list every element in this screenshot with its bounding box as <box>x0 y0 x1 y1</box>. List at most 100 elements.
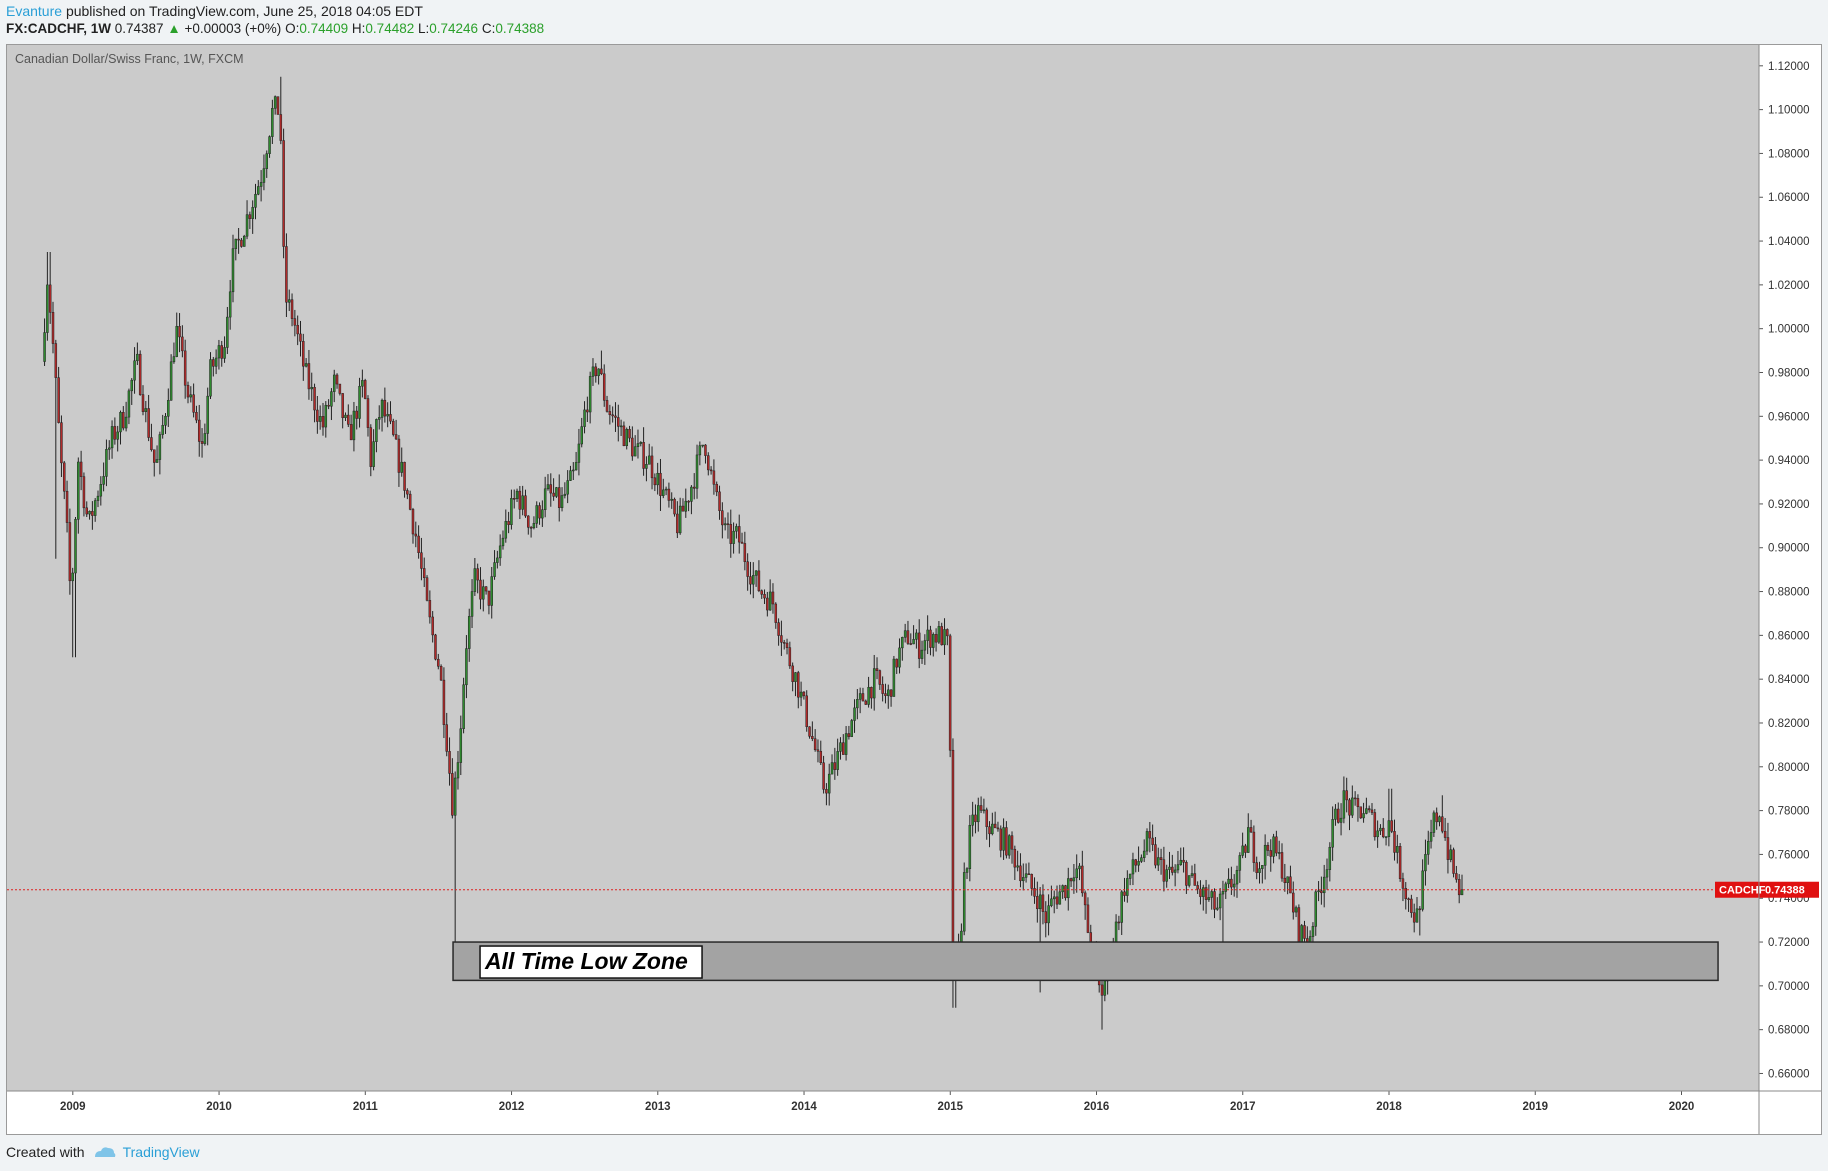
candle-body <box>521 495 524 510</box>
y-tick-label: 1.00000 <box>1768 324 1810 336</box>
candle-body <box>1213 891 1216 910</box>
candle-body <box>836 751 839 770</box>
close-label: C: <box>481 21 496 36</box>
candle-body <box>1199 888 1202 897</box>
candle-body <box>1044 911 1048 924</box>
candle-body <box>414 533 418 537</box>
candle-body <box>448 751 451 774</box>
candle-body <box>704 444 707 456</box>
candle-body <box>1441 816 1444 832</box>
candle-body <box>1263 844 1267 866</box>
price-chart[interactable]: Canadian Dollar/Swiss Franc, 1W, FXCM 20… <box>7 45 1821 1134</box>
candle-body <box>1283 877 1287 883</box>
candle-body <box>1126 878 1129 896</box>
candle-body <box>527 515 530 528</box>
x-tick-label: 2017 <box>1230 1101 1256 1113</box>
candle-body <box>929 629 932 648</box>
candle-body <box>138 353 142 395</box>
candle-body <box>1311 926 1315 937</box>
candle-body <box>186 384 190 398</box>
candle-body <box>1292 892 1295 913</box>
candle-body <box>937 626 941 643</box>
candle-body <box>749 576 752 585</box>
candle-body <box>515 490 519 500</box>
candle-body <box>507 521 510 525</box>
candle-body <box>467 616 471 649</box>
candle-body <box>1218 893 1222 909</box>
candle-body <box>1247 827 1250 853</box>
candle-body <box>113 426 117 440</box>
candle-body <box>906 630 910 644</box>
candle-body <box>189 394 193 398</box>
candle-body <box>1159 857 1163 860</box>
candle-body <box>971 814 974 826</box>
candle-body <box>74 519 77 574</box>
candle-body <box>214 357 218 367</box>
candle-body <box>631 437 634 457</box>
candle-body <box>1367 808 1371 811</box>
candle-body <box>1016 865 1019 868</box>
y-tick-label: 0.66000 <box>1768 1068 1810 1080</box>
candle-body <box>721 510 724 526</box>
candle-body <box>1300 925 1303 942</box>
candle-body <box>822 762 825 790</box>
candle-body <box>968 824 972 869</box>
candle-body <box>1365 808 1368 814</box>
candle-body <box>948 635 952 751</box>
chart-frame[interactable]: Canadian Dollar/Swiss Franc, 1W, FXCM 20… <box>6 44 1822 1135</box>
candle-body <box>439 666 443 681</box>
candle-body <box>662 489 665 496</box>
candle-body <box>1331 819 1334 848</box>
candle-body <box>136 353 139 362</box>
candle-body <box>1387 820 1391 837</box>
candle-body <box>479 579 482 600</box>
candle-body <box>316 409 319 422</box>
candle-body <box>54 343 58 378</box>
chart-title: Canadian Dollar/Swiss Franc, 1W, FXCM <box>15 52 244 66</box>
candle-body <box>1123 891 1126 896</box>
candle-body <box>361 380 364 387</box>
candle-body <box>363 380 367 399</box>
candle-body <box>493 562 496 577</box>
candle-body <box>999 828 1003 851</box>
candle-body <box>498 545 502 559</box>
candle-body <box>397 438 401 473</box>
candle-body <box>431 616 434 636</box>
y-tick-label: 0.92000 <box>1768 499 1810 511</box>
publish-info: Evanture published on TradingView.com, J… <box>6 3 423 19</box>
candle-body <box>1258 868 1261 873</box>
candle-body <box>504 521 508 539</box>
candle-body <box>1241 845 1244 856</box>
candle-body <box>1314 891 1318 927</box>
y-tick-label: 0.80000 <box>1768 762 1810 774</box>
tradingview-link[interactable]: TradingView <box>122 1144 200 1160</box>
candle-body <box>577 443 581 463</box>
candle-body <box>88 511 91 515</box>
candle-body <box>940 626 943 646</box>
candle-body <box>974 814 977 823</box>
author-link[interactable]: Evanture <box>6 3 63 19</box>
candle-body <box>437 658 440 667</box>
x-tick-label: 2020 <box>1669 1101 1695 1113</box>
candle-body <box>917 632 921 659</box>
candle-body <box>1176 864 1180 871</box>
candle-body <box>816 749 820 752</box>
candle-body <box>785 642 789 648</box>
candle-body <box>344 414 347 418</box>
candle-body <box>164 415 167 426</box>
candle-body <box>110 426 114 449</box>
candle-body <box>572 469 575 472</box>
candle-body <box>1429 832 1433 842</box>
candle-body <box>1187 875 1191 886</box>
candle-body <box>808 726 811 737</box>
candle-body <box>107 447 111 450</box>
candle-body <box>1339 817 1343 823</box>
candle-body <box>1103 980 1107 996</box>
candle-body <box>636 443 640 447</box>
candle-body <box>321 416 325 428</box>
candle-body <box>887 689 890 696</box>
candle-body <box>611 414 614 417</box>
candle-body <box>161 425 164 435</box>
candle-body <box>400 461 403 473</box>
candle-body <box>46 284 49 333</box>
